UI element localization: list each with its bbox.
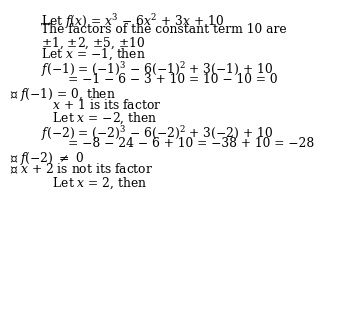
Text: Let $x$ = −2, then: Let $x$ = −2, then	[41, 111, 157, 126]
Text: = −8 − 24 − 6 + 10 = −38 + 10 = −28: = −8 − 24 − 6 + 10 = −38 + 10 = −28	[41, 137, 314, 150]
Text: ∴ $x$ + 2 is not its factor: ∴ $x$ + 2 is not its factor	[10, 162, 153, 177]
Text: $f(-1)$ = $(-1)^3$ − 6$(-1)^2$ + 3$(-1)$ + 10: $f(-1)$ = $(-1)^3$ − 6$(-1)^2$ + 3$(-1)$…	[41, 60, 273, 79]
Text: Let $f(x)$ = $x^3$ − 6$x^2$ + 3$x$ + 10: Let $f(x)$ = $x^3$ − 6$x^2$ + 3$x$ + 10	[41, 12, 224, 30]
Text: $\pm$1, $\pm$2, $\pm$5, $\pm$10: $\pm$1, $\pm$2, $\pm$5, $\pm$10	[41, 35, 145, 51]
Text: $x$ + 1 is its factor: $x$ + 1 is its factor	[41, 98, 161, 113]
Text: ∴ $f(-2)$ $\neq$ 0: ∴ $f(-2)$ $\neq$ 0	[10, 150, 84, 167]
Text: The factors of the constant term 10 are: The factors of the constant term 10 are	[41, 23, 286, 37]
Text: = −1 − 6 − 3 + 10 = 10 − 10 = 0: = −1 − 6 − 3 + 10 = 10 − 10 = 0	[41, 73, 278, 86]
Text: Let $x$ = −1, then: Let $x$ = −1, then	[41, 47, 146, 62]
Text: $f(-2)$ = $(-2)^3$ − 6$(-2)^2$ + 3$(-2)$ + 10: $f(-2)$ = $(-2)^3$ − 6$(-2)^2$ + 3$(-2)$…	[41, 124, 273, 143]
Text: ∴ $f(-1)$ = 0, then: ∴ $f(-1)$ = 0, then	[10, 86, 116, 103]
Text: Let $x$ = 2, then: Let $x$ = 2, then	[41, 175, 147, 191]
